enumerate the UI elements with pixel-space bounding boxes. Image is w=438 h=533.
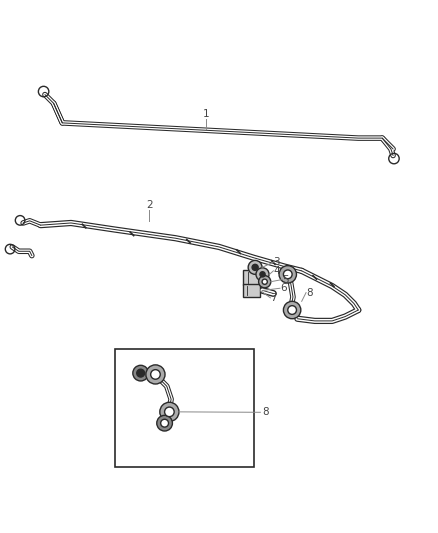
Circle shape — [160, 402, 179, 422]
Text: 2: 2 — [146, 200, 153, 210]
Circle shape — [258, 276, 271, 288]
Circle shape — [256, 268, 269, 281]
Circle shape — [260, 272, 265, 277]
Text: 1: 1 — [203, 109, 209, 118]
Circle shape — [165, 407, 174, 417]
Text: 8: 8 — [262, 407, 269, 417]
Circle shape — [288, 305, 297, 314]
Circle shape — [283, 301, 301, 319]
Circle shape — [157, 415, 173, 431]
Circle shape — [283, 270, 292, 279]
Circle shape — [262, 279, 267, 284]
Circle shape — [151, 370, 160, 379]
Circle shape — [133, 365, 148, 381]
Bar — [243, 270, 262, 285]
Circle shape — [161, 419, 169, 427]
Circle shape — [137, 369, 145, 377]
Bar — [115, 349, 254, 467]
Text: 4: 4 — [273, 266, 280, 276]
Circle shape — [146, 365, 165, 384]
Circle shape — [252, 264, 258, 270]
Text: 6: 6 — [280, 283, 286, 293]
Circle shape — [279, 265, 297, 283]
Circle shape — [248, 261, 262, 274]
Bar — [243, 284, 260, 297]
Text: 7: 7 — [270, 293, 277, 303]
Text: 8: 8 — [306, 288, 313, 297]
Text: 5: 5 — [282, 274, 289, 285]
Text: 3: 3 — [273, 257, 280, 267]
